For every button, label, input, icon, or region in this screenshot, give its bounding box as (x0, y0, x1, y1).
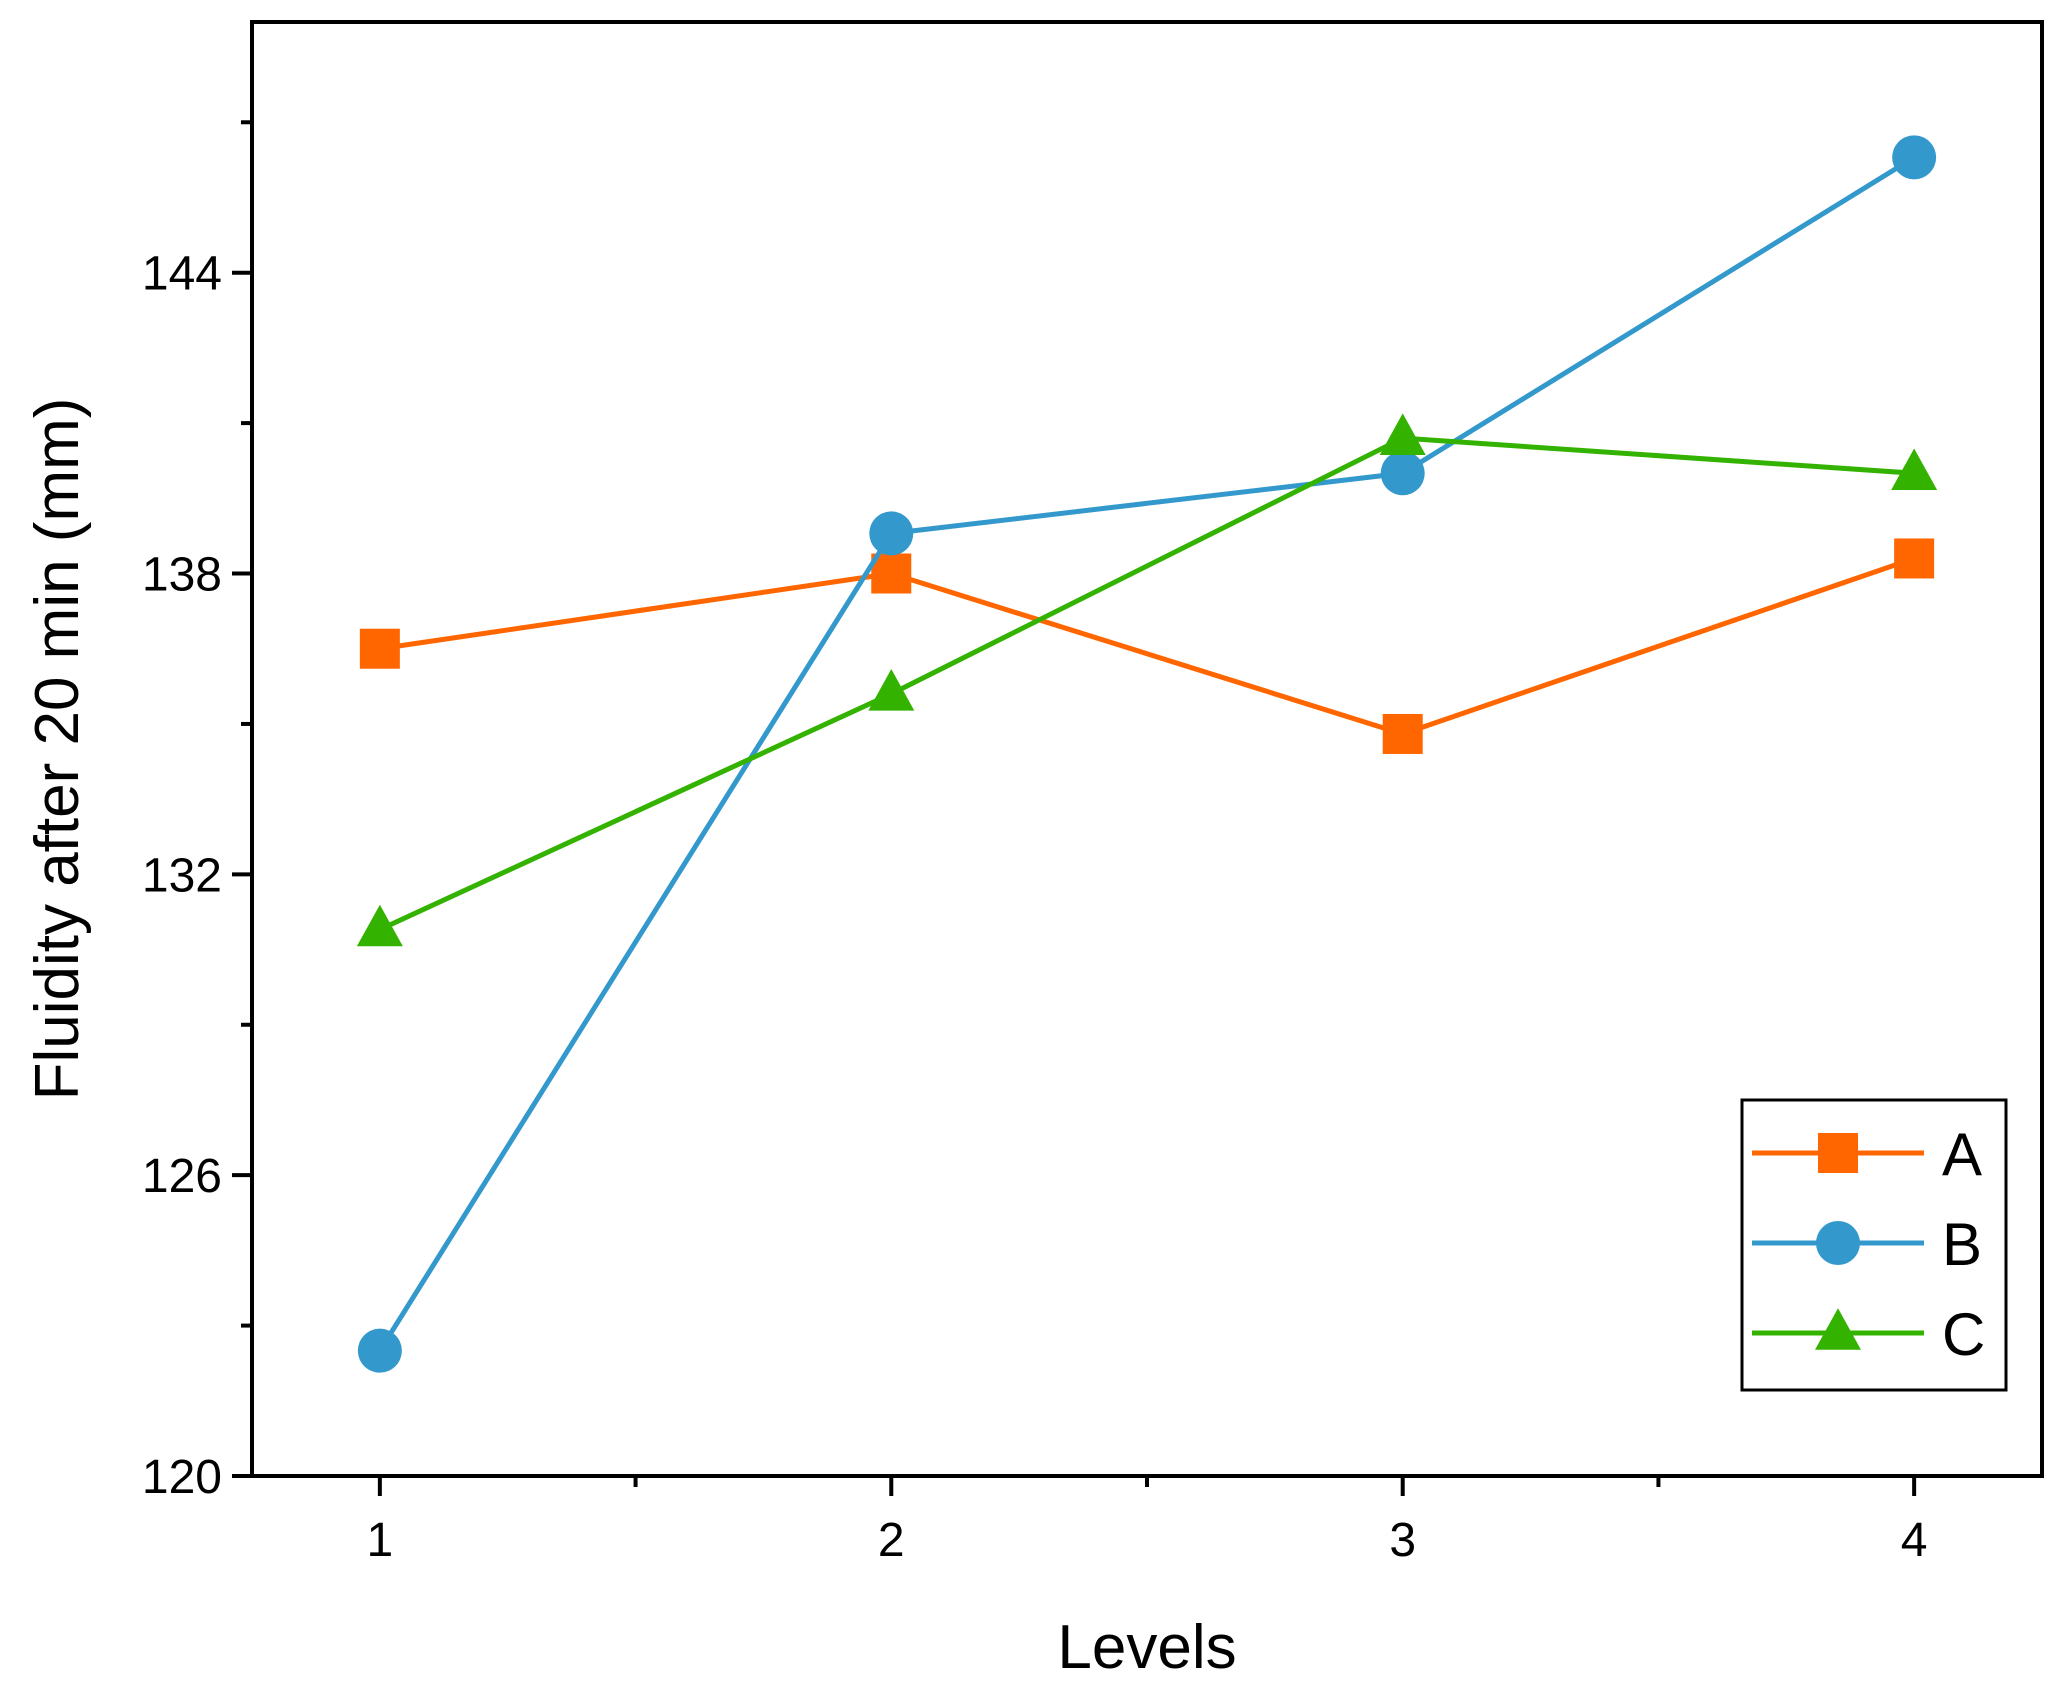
x-tick-label: 3 (1389, 1514, 1416, 1567)
series-a (359, 538, 1935, 754)
plot-frame (250, 20, 2044, 1478)
legend-item-b: B (1752, 1211, 1982, 1278)
series-c-point (1379, 413, 1426, 455)
y-axis-title: Fluidity after 20 min (mm) (23, 398, 92, 1101)
series-b-point (1892, 135, 1937, 180)
legend-marker (1816, 1221, 1860, 1265)
series-b-line (377, 155, 1916, 1352)
series-b-point (1380, 451, 1425, 496)
y-tick-label: 120 (142, 1451, 222, 1504)
legend: ABC (1740, 1098, 2008, 1392)
series-layer (356, 135, 1938, 1373)
y-tick-label: 144 (142, 248, 222, 301)
legend-marker (1815, 1308, 1861, 1350)
series-a-point (871, 553, 912, 594)
series-c-line (378, 435, 1915, 932)
x-axis-title: Levels (1057, 1613, 1236, 1682)
axes: 120 126 132 138 144 1 2 3 4 (142, 120, 1928, 1567)
series-a-line (379, 556, 1915, 737)
y-tick-label: 138 (142, 549, 222, 602)
x-tick-label: 1 (367, 1514, 394, 1567)
series-a-point (1382, 713, 1423, 754)
legend-item-a: A (1752, 1121, 1982, 1188)
series-b (357, 135, 1937, 1373)
y-tick-label: 126 (142, 1150, 222, 1203)
series-a-point (359, 628, 400, 669)
legend-label: C (1942, 1301, 1985, 1368)
series-c-point (868, 669, 915, 711)
legend-item-c: C (1752, 1301, 1985, 1368)
x-tick-label: 4 (1901, 1514, 1928, 1567)
x-tick-label: 2 (878, 1514, 905, 1567)
series-c-point (1891, 448, 1938, 491)
series-a-point (1894, 538, 1935, 579)
legend-marker (1818, 1133, 1858, 1173)
legend-label: A (1942, 1121, 1982, 1188)
series-b-point (869, 511, 914, 556)
series-c (356, 413, 1938, 947)
y-tick-label: 132 (142, 849, 222, 902)
legend-label: B (1942, 1211, 1982, 1278)
series-b-point (357, 1328, 402, 1373)
series-c-point (356, 904, 403, 947)
